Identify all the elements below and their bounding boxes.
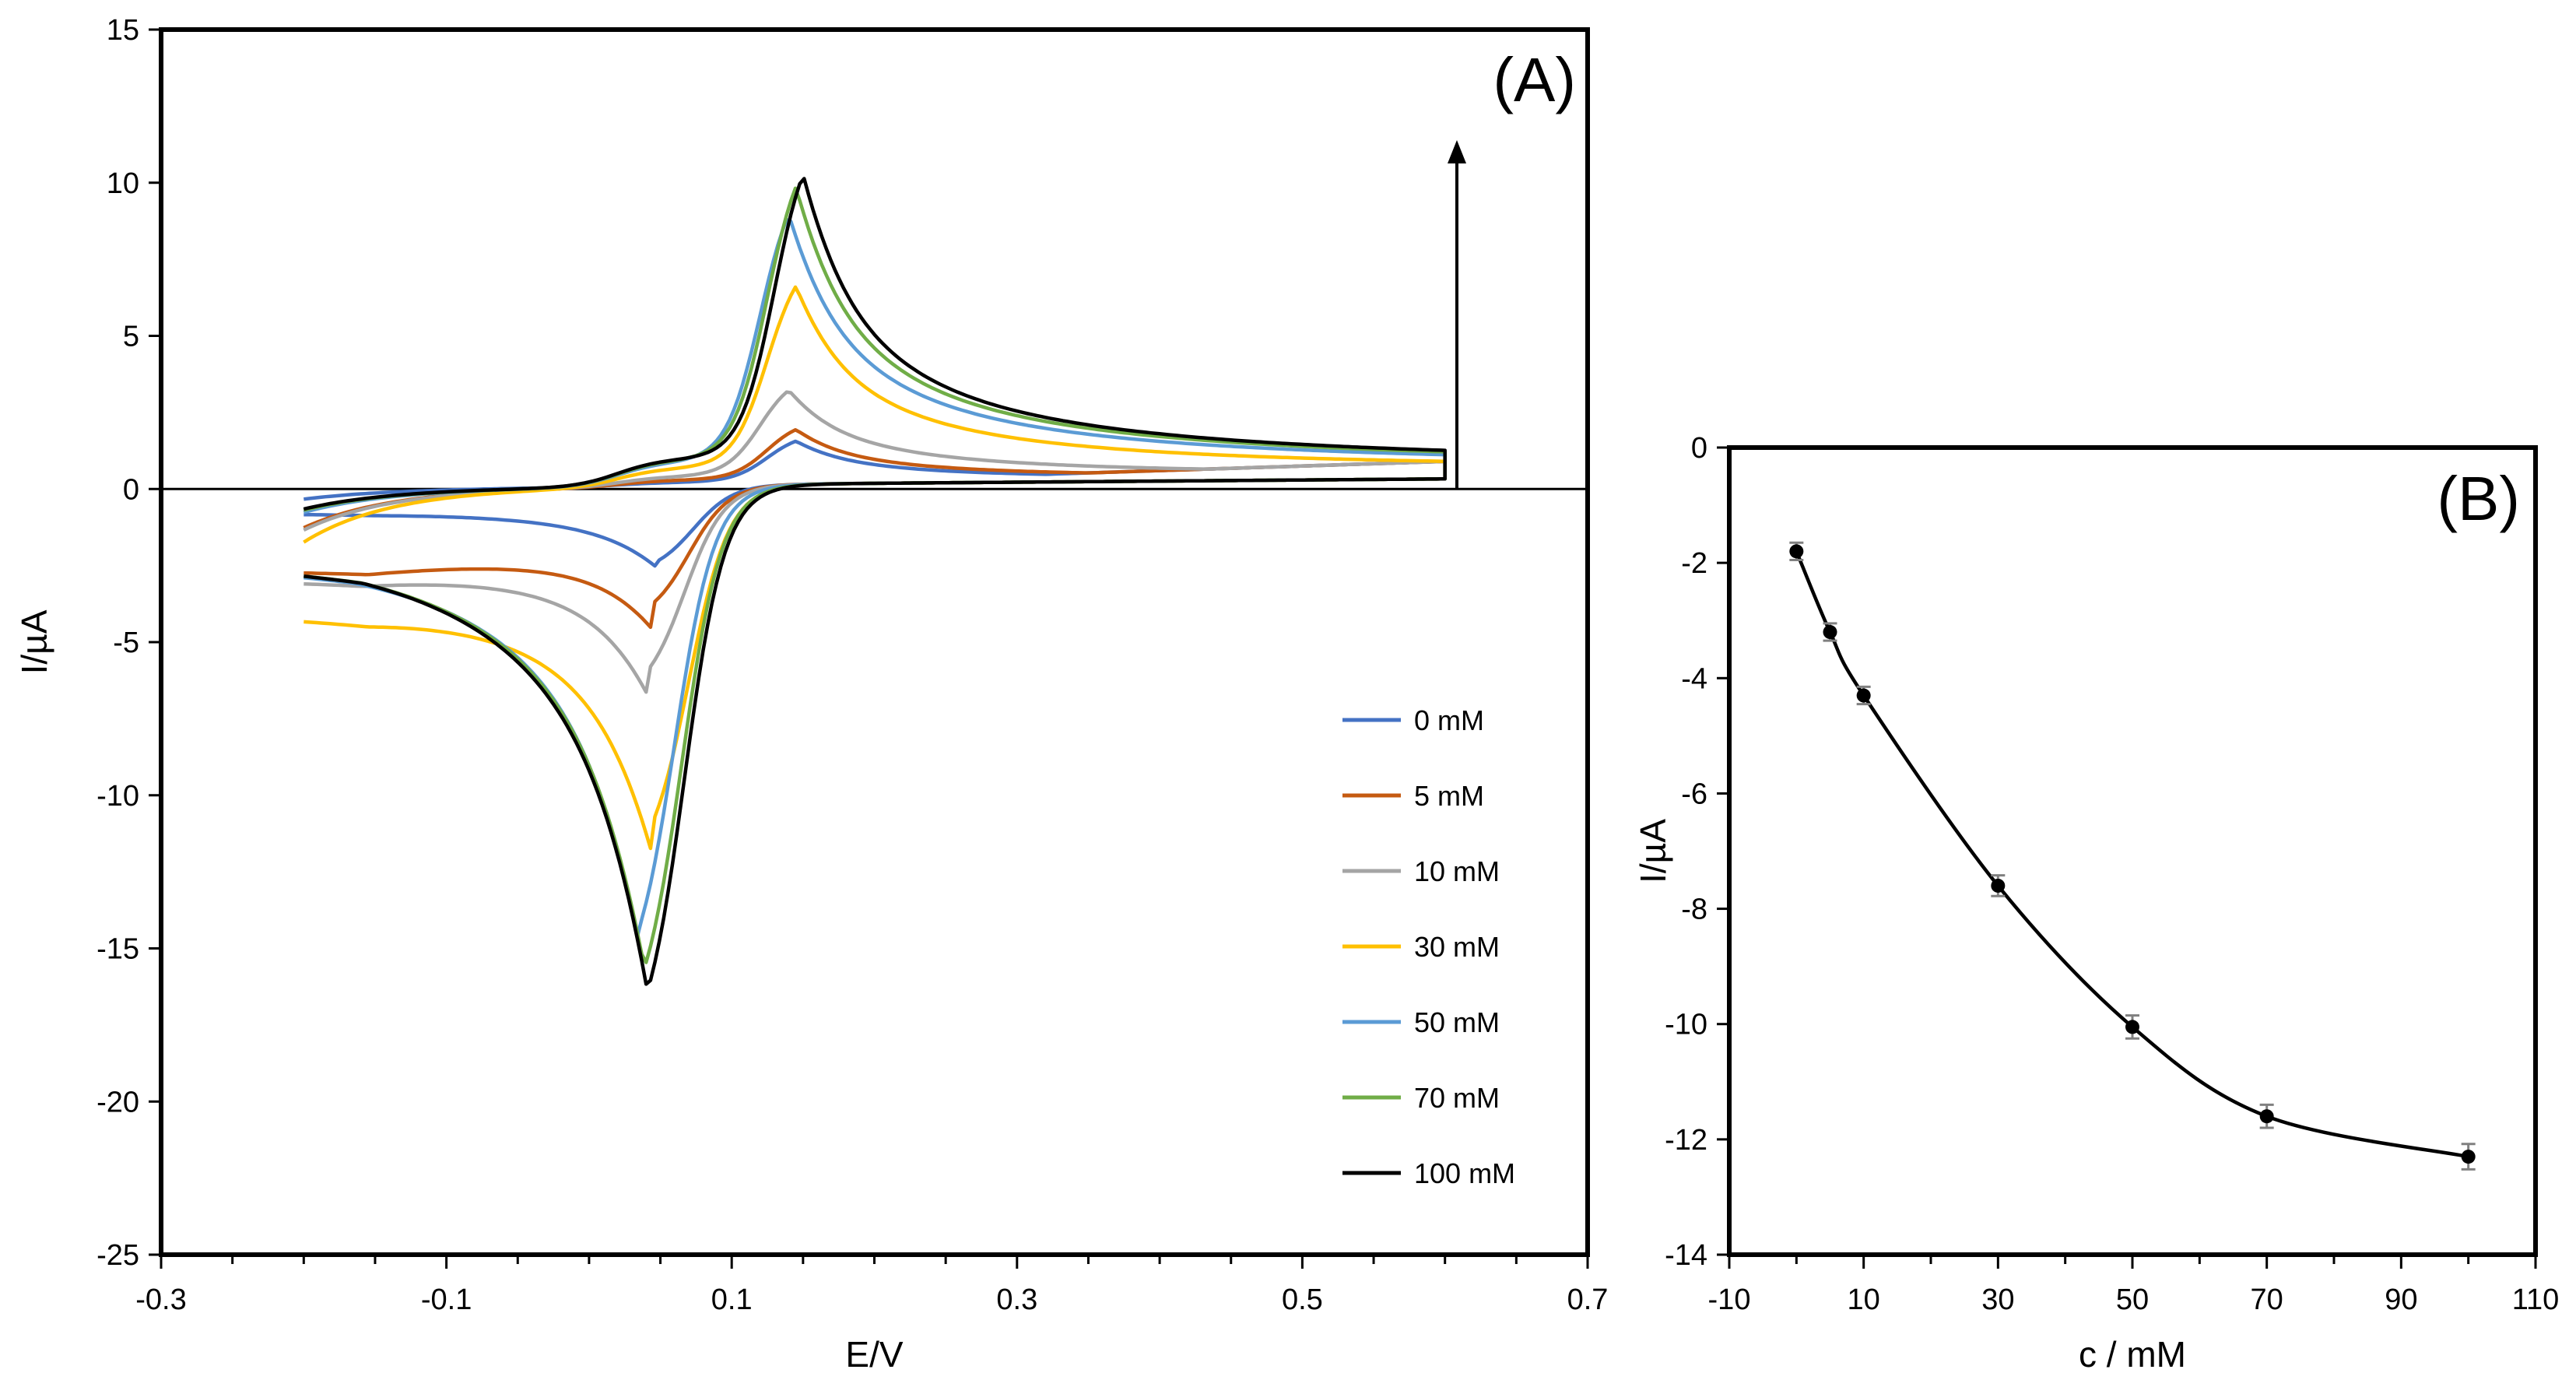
cv-series-5-mm (303, 428, 1447, 630)
y-tick-label: -25 (97, 1239, 139, 1272)
data-point (1789, 544, 1804, 559)
cv-series-50-mm (303, 217, 1447, 939)
y-axis-title: I/µA (14, 609, 54, 674)
x-tick-label: 90 (2385, 1283, 2417, 1316)
y-tick-label: -8 (1681, 894, 1707, 926)
y-tick-label: 5 (123, 321, 139, 353)
plot-frame-b (1727, 445, 2538, 1257)
data-point (1856, 688, 1871, 703)
legend-label: 10 mM (1414, 855, 1500, 887)
cv-series-70-mm (303, 186, 1447, 964)
x-tick-label: 70 (2251, 1283, 2283, 1316)
cv-series-100-mm (303, 177, 1447, 986)
y-tick-label: 15 (107, 14, 139, 47)
legend-label: 100 mM (1414, 1157, 1515, 1189)
x-tick-label: 0.3 (996, 1283, 1037, 1316)
y-tick-label: -15 (97, 933, 139, 966)
x-tick-label: 0.1 (711, 1283, 753, 1316)
x-tick-label: 0.5 (1282, 1283, 1323, 1316)
legend-label: 0 mM (1414, 704, 1484, 736)
x-tick-label: -10 (1708, 1283, 1751, 1316)
y-tick-label: 0 (123, 473, 139, 506)
y-tick-label: -4 (1681, 662, 1707, 695)
y-tick-label: 10 (107, 167, 139, 200)
legend-label: 70 mM (1414, 1082, 1500, 1114)
cv-series-10-mm (303, 390, 1447, 694)
plot-frame-a (159, 27, 1590, 1257)
y-tick-label: -10 (1665, 1009, 1707, 1041)
x-tick-label: -0.1 (421, 1283, 472, 1316)
data-point (1991, 878, 2006, 893)
panel-label-b: (B) (2437, 464, 2520, 533)
x-tick-label: -0.3 (135, 1283, 186, 1316)
x-tick-label: 10 (1848, 1283, 1880, 1316)
legend-label: 30 mM (1414, 931, 1500, 963)
trendline (1795, 550, 2469, 1159)
y-tick-label: -20 (97, 1086, 139, 1118)
y-axis-title: I/µA (1633, 819, 1673, 883)
y-tick-label: -12 (1665, 1124, 1707, 1157)
x-tick-label: 110 (2512, 1283, 2560, 1316)
trend-arrow-head (1448, 140, 1466, 163)
panel-a-chart: -0.3 -0.1 0.1 0.3 0.5 0.7 15 10 5 0 -5 -10 -15 -20 -25… (14, 14, 1608, 1375)
data-point (2259, 1109, 2274, 1124)
data-point (2125, 1020, 2139, 1034)
x-axis-title: E/V (845, 1334, 903, 1375)
y-tick-label: -6 (1681, 778, 1707, 810)
y-tick-label: -14 (1665, 1239, 1707, 1272)
panel-label-a: (A) (1493, 45, 1576, 114)
x-axis-title: c / mM (2079, 1334, 2186, 1375)
y-tick-label: -5 (113, 627, 139, 659)
legend-label: 50 mM (1414, 1006, 1500, 1038)
x-tick-label: 50 (2116, 1283, 2149, 1316)
y-tick-label: 0 (1691, 432, 1707, 465)
panel-b-chart: -10 10 30 50 70 90 110 0 -2 -4 -6 -8 -10 -12 -14 c / mM… (1633, 432, 2559, 1375)
data-point (2461, 1150, 2476, 1164)
x-tick-label: 0.7 (1567, 1283, 1609, 1316)
data-point (1823, 625, 1837, 640)
y-tick-label: -10 (97, 780, 139, 813)
legend-label: 5 mM (1414, 780, 1484, 812)
x-tick-label: 30 (1981, 1283, 2014, 1316)
y-tick-label: -2 (1681, 547, 1707, 580)
